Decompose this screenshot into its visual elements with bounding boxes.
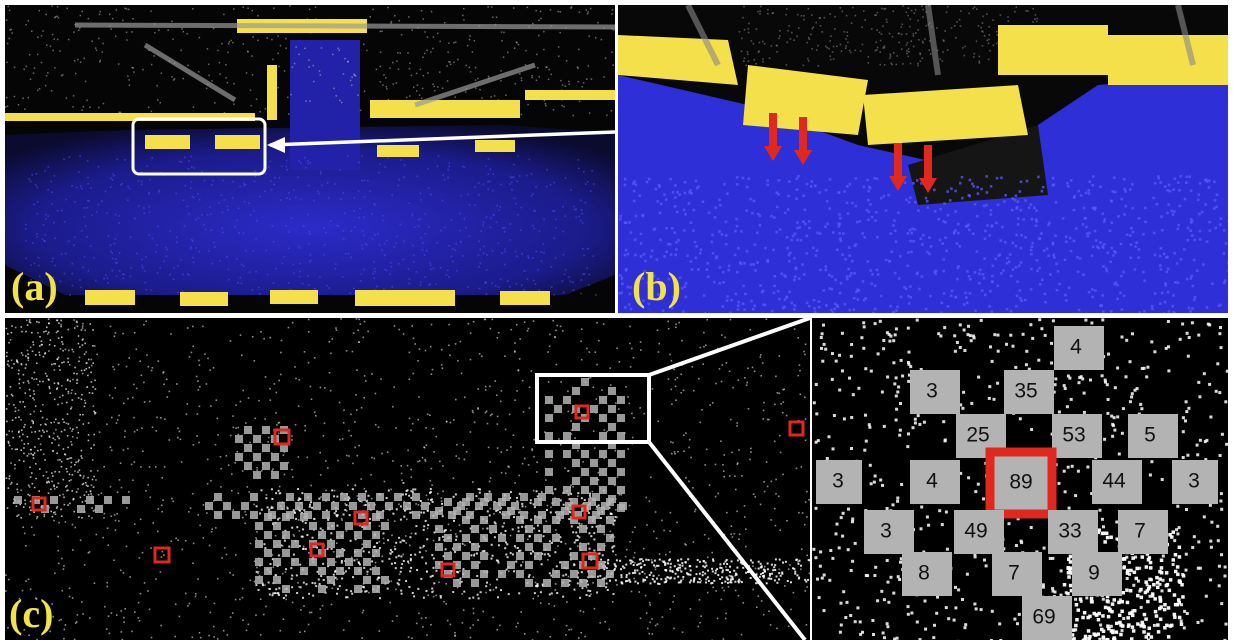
- grid-cell-value: 7: [1134, 520, 1146, 543]
- grid-cell: [910, 370, 960, 414]
- grid-cell-value: 4: [1070, 336, 1082, 359]
- grid-cell-value: 7: [1008, 562, 1020, 585]
- grid-cell: [1004, 370, 1054, 414]
- grid-cell-value: 49: [964, 520, 987, 543]
- beam-lines: [685, 5, 1196, 76]
- grid-cell: [1128, 414, 1178, 458]
- point-cloud-closeup: [618, 5, 1228, 313]
- ramp-region: [290, 40, 360, 170]
- grid-cell: [902, 552, 952, 596]
- grid-cell-value: 33: [1058, 520, 1081, 543]
- zoom-line-top: [648, 318, 810, 377]
- grid-cell: [1052, 414, 1102, 458]
- grid-cell-value: 89: [1009, 471, 1032, 494]
- grid-cell: [910, 460, 960, 504]
- grid-cell: [1172, 460, 1218, 504]
- grid-cell: [1118, 510, 1168, 554]
- grid-cell-value: 3: [832, 470, 844, 493]
- grid-cell: [1092, 460, 1142, 504]
- pointer-arrow: [269, 130, 615, 147]
- panel-a: (a): [5, 5, 615, 313]
- point-cloud-overview: [5, 5, 615, 313]
- panel-c: (c): [5, 318, 810, 640]
- grid-cell-value: 69: [1032, 606, 1055, 629]
- grid-cell: [864, 510, 914, 554]
- grid-cell-value: 3: [926, 380, 938, 403]
- zoom-panel: 4 3 35 25 53 5 3 4 89 44 3 3 49 33 7 8 7 9 69: [812, 318, 1228, 640]
- grid-cell-value: 35: [1014, 380, 1037, 403]
- grid-cell-value: 4: [926, 470, 938, 493]
- grid-cell: [1072, 552, 1122, 596]
- grid-cell: [1054, 326, 1104, 370]
- highlight-markers: [31, 404, 805, 578]
- grid-cell: [816, 460, 862, 504]
- grid-cell-value: 3: [880, 520, 892, 543]
- grid-cell-value: 3: [1188, 470, 1200, 493]
- grid-cell: [1048, 510, 1098, 554]
- ground-region: [5, 125, 615, 295]
- grid-cell-value: 44: [1102, 470, 1126, 493]
- panel-label-c: (c): [9, 591, 54, 636]
- panel-label-b: (b): [632, 264, 681, 309]
- arrow-head-icon: [267, 137, 285, 153]
- grid-cell-value: 53: [1062, 424, 1085, 447]
- grid-cell-value: 5: [1144, 424, 1156, 447]
- shadow-region: [908, 125, 1048, 205]
- point-scatter: [618, 5, 1228, 313]
- grid-cell-value: 8: [918, 562, 930, 585]
- grid-cell-value: 9: [1088, 562, 1100, 585]
- highlighted-cell: [985, 447, 1057, 519]
- grid-cell: [1022, 596, 1072, 640]
- grid-overlay-view: [5, 318, 810, 640]
- grid-cells: [14, 378, 627, 593]
- down-arrow-icons: [764, 113, 937, 193]
- beam-lines: [74, 22, 615, 108]
- zoom-line-bottom: [647, 440, 807, 640]
- selection-box: [131, 117, 267, 176]
- panel-b: (b): [618, 5, 1228, 313]
- grid-cell-value: 25: [966, 424, 989, 447]
- zoom-selection-box: [535, 373, 651, 444]
- grid-cell: [992, 552, 1042, 596]
- grid-cell: [954, 510, 1004, 554]
- panel-label-a: (a): [11, 264, 58, 309]
